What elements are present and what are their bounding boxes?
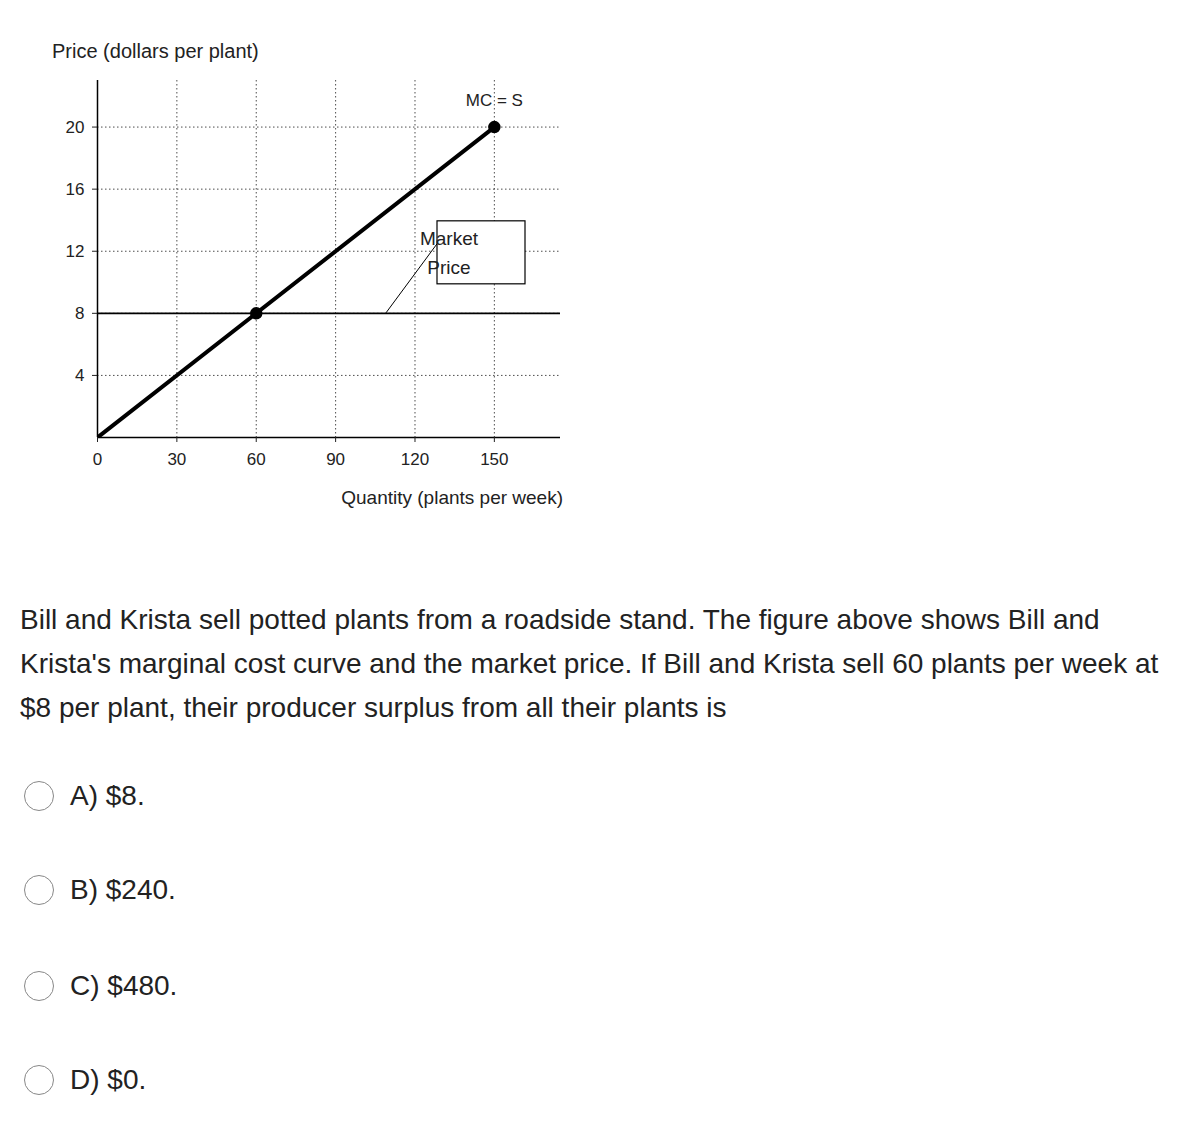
svg-text:0: 0 bbox=[93, 450, 102, 469]
html-text:Bill and Krista sell potted pl: Bill and Krista sell potted plants from … bbox=[20, 604, 1159, 723]
html-text:C) $480.: C) $480. bbox=[70, 970, 178, 1001]
svg-text:12: 12 bbox=[66, 242, 85, 261]
html-text:B) $240.: B) $240. bbox=[70, 874, 176, 905]
html-text:A) $8.: A) $8. bbox=[70, 780, 145, 811]
svg-text:30: 30 bbox=[167, 450, 186, 469]
svg-text:4: 4 bbox=[75, 366, 84, 385]
svg-text:MarketPrice: MarketPrice bbox=[420, 228, 479, 278]
svg-text:120: 120 bbox=[401, 450, 429, 469]
svg-text:16: 16 bbox=[66, 180, 85, 199]
svg-text:90: 90 bbox=[326, 450, 345, 469]
html-text:D) $0.: D) $0. bbox=[70, 1064, 147, 1095]
svg-text:Quantity (plants per week): Quantity (plants per week) bbox=[341, 487, 563, 508]
svg-text:20: 20 bbox=[66, 118, 85, 137]
svg-text:60: 60 bbox=[247, 450, 266, 469]
html-text:Price (dollars per plant): Price (dollars per plant) bbox=[52, 40, 259, 62]
svg-text:MC = S: MC = S bbox=[466, 91, 523, 110]
svg-text:8: 8 bbox=[75, 304, 84, 323]
svg-text:150: 150 bbox=[480, 450, 508, 469]
